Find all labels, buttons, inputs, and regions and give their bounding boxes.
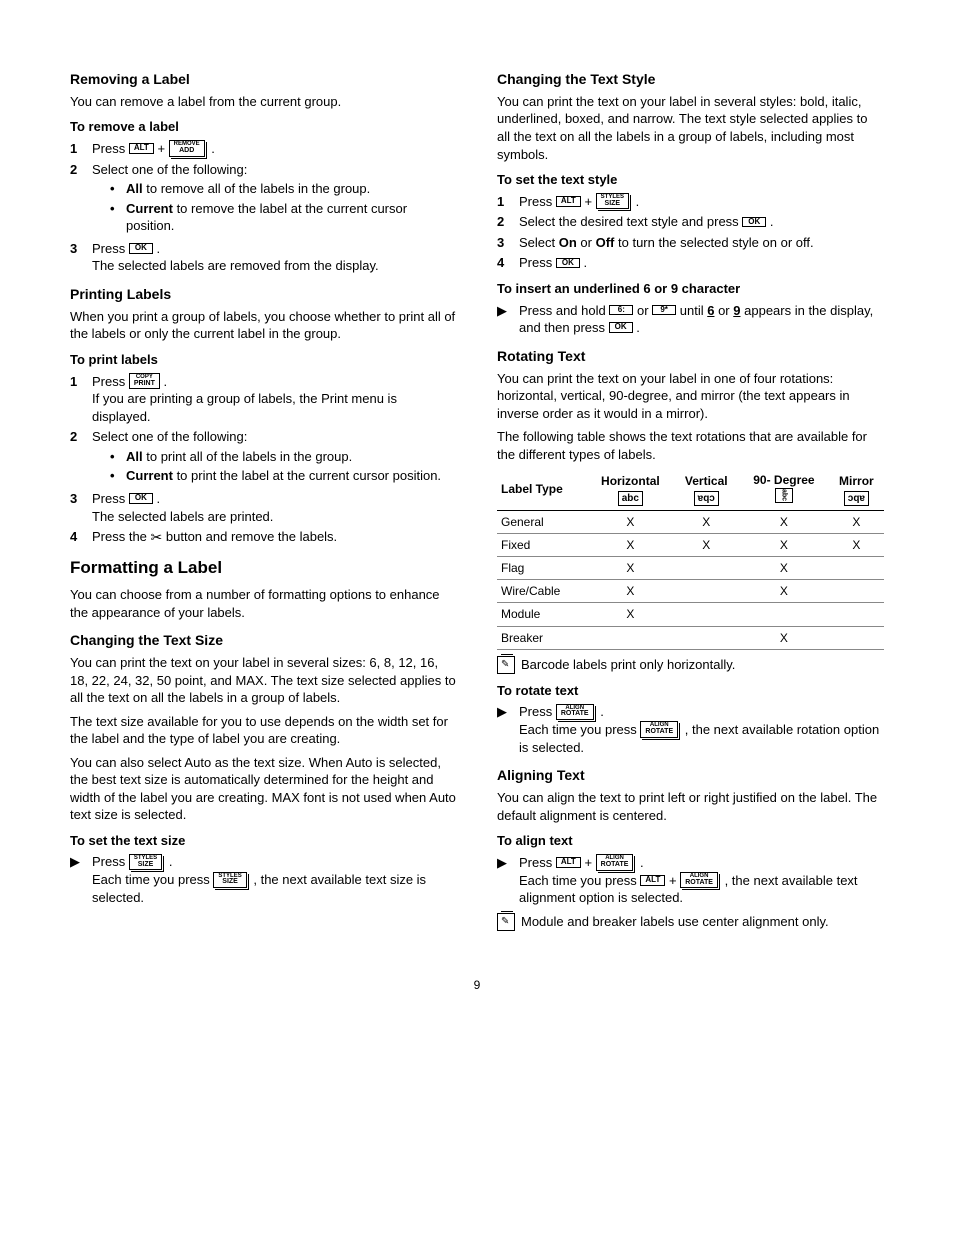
note: Module and breaker labels use center ali… (497, 913, 884, 931)
subhead: To align text (497, 832, 884, 850)
key-ok: OK (742, 217, 766, 228)
para: You can print the text on your label in … (497, 370, 884, 423)
step: ▶ Press ALIGNROTATE . Each time you pres… (497, 703, 884, 756)
left-column: Removing a Label You can remove a label … (70, 60, 457, 937)
subhead: To print labels (70, 351, 457, 369)
subhead: To rotate text (497, 682, 884, 700)
key-9: 9* (652, 305, 676, 316)
para: The text size available for you to use d… (70, 713, 457, 748)
step: Press ALT + REMOVEADD . (92, 140, 457, 158)
rotation-table: Label Type Horizontalabc Verticalɐqɔ 90-… (497, 469, 884, 650)
note-icon (497, 913, 515, 931)
scissors-icon: ✂ (151, 529, 163, 545)
key-align-rotate: ALIGNROTATE (680, 872, 718, 888)
step: Press OK . (519, 254, 884, 272)
note: Barcode labels print only horizontally. (497, 656, 884, 674)
key-alt: ALT (556, 857, 581, 868)
key-remove-add: REMOVEADD (169, 140, 205, 156)
key-ok: OK (609, 322, 633, 333)
para: You can print the text on your label in … (497, 93, 884, 163)
key-ok: OK (129, 493, 153, 504)
step: Press the ✂ button and remove the labels… (92, 528, 457, 547)
key-alt: ALT (640, 875, 665, 886)
heading-style: Changing the Text Style (497, 70, 884, 89)
key-align-rotate: ALIGNROTATE (556, 704, 594, 720)
subhead: To insert an underlined 6 or 9 character (497, 280, 884, 298)
key-alt: ALT (129, 143, 154, 154)
step: Press OK . The selected labels are remov… (92, 240, 457, 275)
heading-formatting: Formatting a Label (70, 557, 457, 580)
step: Select On or Off to turn the selected st… (519, 234, 884, 252)
key-styles-size: STYLESSIZE (213, 872, 246, 888)
key-align-rotate: ALIGNROTATE (640, 721, 678, 737)
para: When you print a group of labels, you ch… (70, 308, 457, 343)
para: You can remove a label from the current … (70, 93, 457, 111)
subhead: To set the text size (70, 832, 457, 850)
step: Press ALT + STYLESSIZE . (519, 193, 884, 211)
step: ▶ Press and hold 6: or 9* until 6 or 9 a… (497, 302, 884, 337)
key-alt: ALT (556, 196, 581, 207)
heading-rotating: Rotating Text (497, 347, 884, 366)
key-ok: OK (129, 243, 153, 254)
step: Select one of the following: All to prin… (92, 428, 457, 487)
step: Select the desired text style and press … (519, 213, 884, 231)
step: ▶ Press ALT + ALIGNROTATE . Each time yo… (497, 854, 884, 907)
subhead: To remove a label (70, 118, 457, 136)
para: You can choose from a number of formatti… (70, 586, 457, 621)
key-6: 6: (609, 305, 633, 316)
key-styles-size: STYLESSIZE (129, 854, 162, 870)
para: You can align the text to print left or … (497, 789, 884, 824)
step: Select one of the following: All to remo… (92, 161, 457, 237)
note-icon (497, 656, 515, 674)
heading-printing: Printing Labels (70, 285, 457, 304)
step: Press COPYPRINT . If you are printing a … (92, 373, 457, 426)
key-align-rotate: ALIGNROTATE (596, 854, 634, 870)
para: You can print the text on your label in … (70, 654, 457, 707)
key-styles-size: STYLESSIZE (596, 193, 629, 209)
step: Press OK . The selected labels are print… (92, 490, 457, 525)
key-ok: OK (556, 258, 580, 269)
para: You can also select Auto as the text siz… (70, 754, 457, 824)
page-number: 9 (70, 977, 884, 993)
step: ▶ Press STYLESSIZE . Each time you press… (70, 853, 457, 906)
heading-removing: Removing a Label (70, 70, 457, 89)
heading-aligning: Aligning Text (497, 766, 884, 785)
key-copy-print: COPYPRINT (129, 373, 160, 389)
subhead: To set the text style (497, 171, 884, 189)
heading-size: Changing the Text Size (70, 631, 457, 650)
para: The following table shows the text rotat… (497, 428, 884, 463)
right-column: Changing the Text Style You can print th… (497, 60, 884, 937)
